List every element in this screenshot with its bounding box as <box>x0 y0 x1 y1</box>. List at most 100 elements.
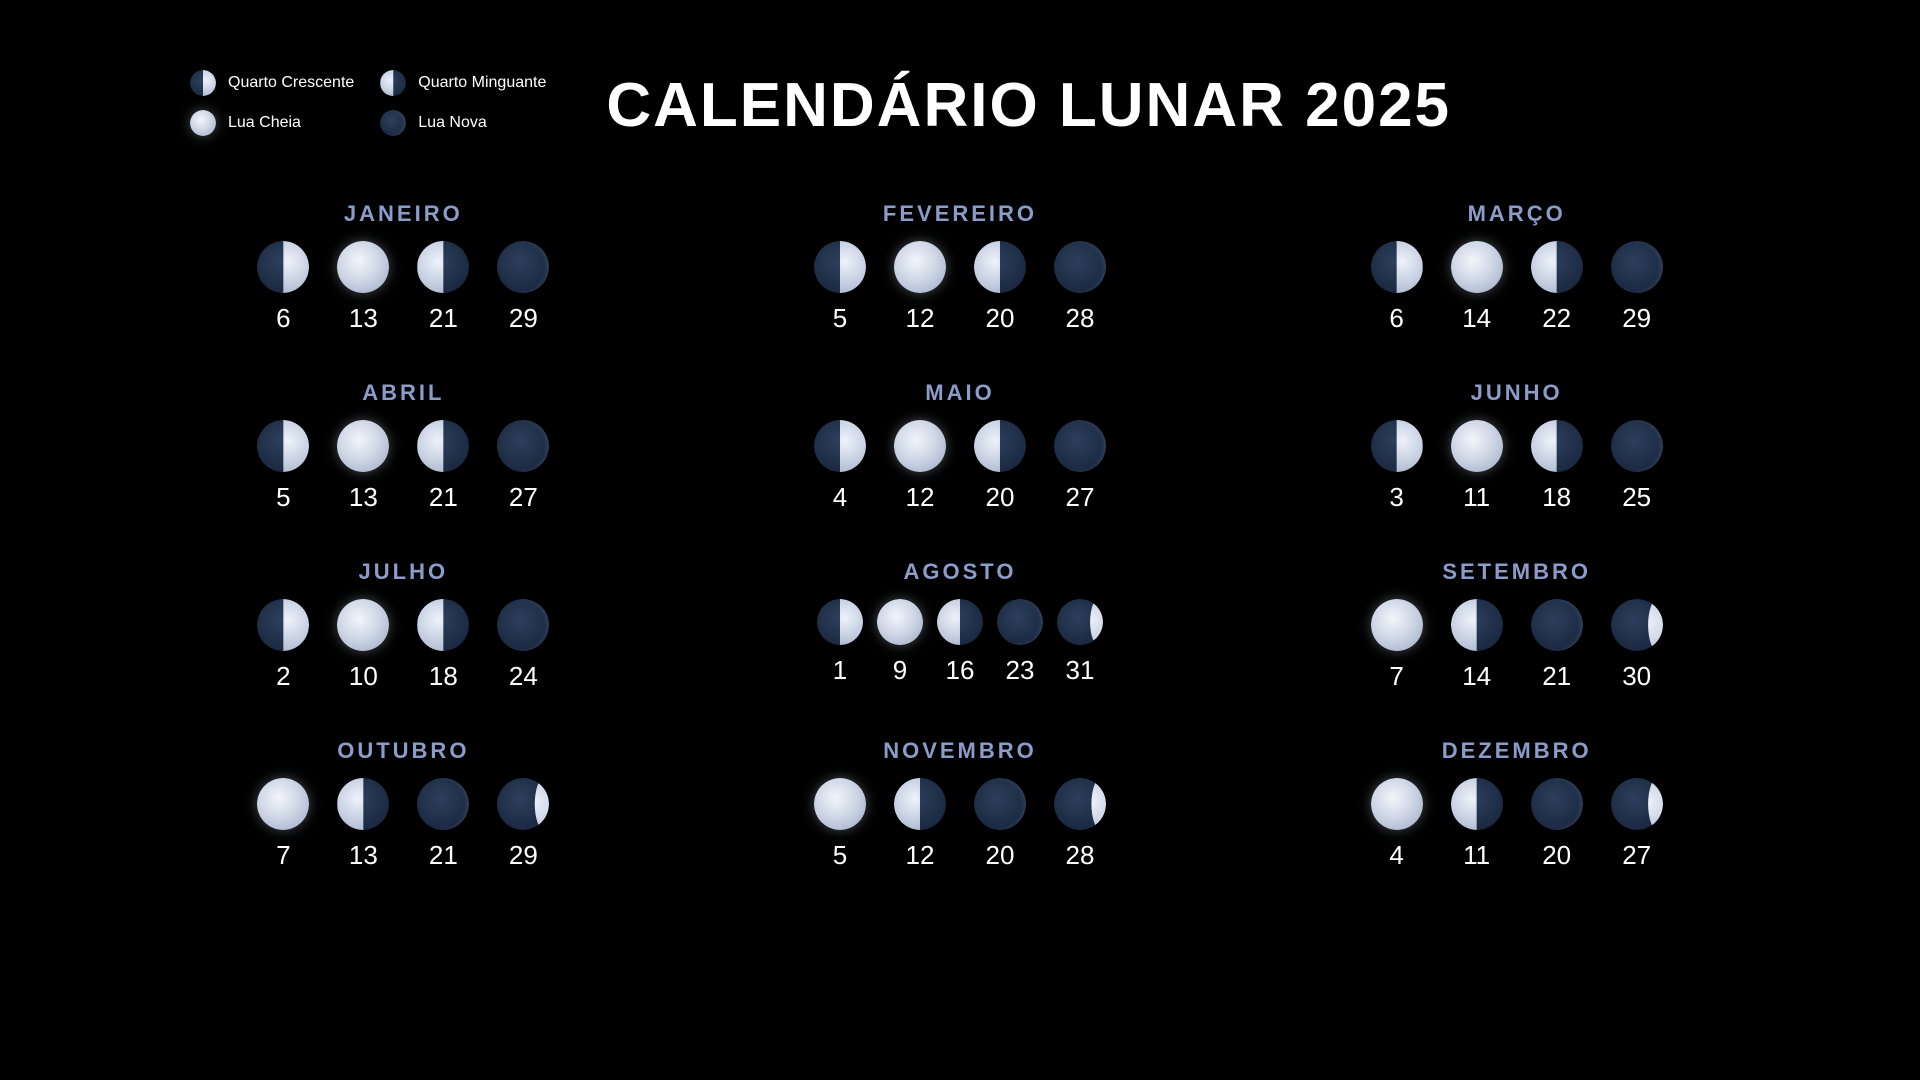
phase-day: 13 <box>349 303 378 334</box>
moon-phase-icon <box>1054 420 1106 472</box>
moon-phase-icon <box>417 599 469 651</box>
phase-day: 5 <box>833 840 847 871</box>
moon-phase-icon <box>257 241 309 293</box>
phase-cell: 5 <box>814 241 866 334</box>
legend-label: Quarto Crescente <box>228 74 354 92</box>
moon-phase-icon <box>877 599 923 645</box>
moon-phase-icon <box>1611 778 1663 830</box>
month-name: JULHO <box>359 559 449 585</box>
phase-cell: 2 <box>257 599 309 692</box>
phase-cell: 3 <box>1371 420 1423 513</box>
moon-phase-icon <box>894 420 946 472</box>
legend-label: Lua Nova <box>418 114 487 132</box>
phase-cell: 21 <box>417 778 469 871</box>
phase-day: 9 <box>893 655 907 686</box>
phase-cell: 28 <box>1054 778 1106 871</box>
phase-cell: 13 <box>337 420 389 513</box>
months-grid: JANEIRO6132129FEVEREIRO5122028MARÇO61422… <box>190 201 1730 871</box>
legend: Quarto Crescente Quarto Minguante Lua Chei… <box>190 70 546 136</box>
phase-day: 6 <box>1389 303 1403 334</box>
month-name: SETEMBRO <box>1442 559 1591 585</box>
month-block: SETEMBRO 7 14 21 30 <box>1371 559 1663 692</box>
phase-day: 5 <box>276 482 290 513</box>
phase-row: 19162331 <box>817 599 1103 686</box>
phase-cell: 14 <box>1451 599 1503 692</box>
phase-cell: 10 <box>337 599 389 692</box>
phase-day: 29 <box>509 303 538 334</box>
legend-label: Lua Cheia <box>228 114 301 132</box>
phase-cell: 12 <box>894 241 946 334</box>
moon-phase-icon <box>814 778 866 830</box>
month-name: FEVEREIRO <box>883 201 1037 227</box>
phase-cell: 9 <box>877 599 923 686</box>
moon-phase-icon <box>1531 420 1583 472</box>
phase-row: 5122028 <box>814 778 1106 871</box>
phase-cell: 21 <box>1531 599 1583 692</box>
phase-row: 6142229 <box>1371 241 1663 334</box>
moon-phase-icon <box>497 778 549 830</box>
moon-phase-icon <box>937 599 983 645</box>
phase-day: 28 <box>1066 303 1095 334</box>
phase-day: 10 <box>349 661 378 692</box>
moon-phase-icon <box>1371 778 1423 830</box>
phase-cell: 20 <box>974 778 1026 871</box>
moon-phase-icon <box>814 420 866 472</box>
month-name: JANEIRO <box>344 201 463 227</box>
phase-cell: 18 <box>417 599 469 692</box>
moon-phase-icon <box>497 420 549 472</box>
phase-day: 11 <box>1463 840 1490 871</box>
moon-phase-icon <box>1611 241 1663 293</box>
month-block: MAIO4122027 <box>814 380 1106 513</box>
moon-phase-icon <box>337 241 389 293</box>
phase-day: 18 <box>1542 482 1571 513</box>
phase-day: 28 <box>1066 840 1095 871</box>
month-name: MARÇO <box>1468 201 1566 227</box>
legend-item: Quarto Minguante <box>380 70 546 96</box>
phase-day: 20 <box>986 303 1015 334</box>
moon-phase-icon <box>894 778 946 830</box>
month-name: NOVEMBRO <box>883 738 1037 764</box>
phase-cell: 5 <box>257 420 309 513</box>
phase-day: 24 <box>509 661 538 692</box>
phase-day: 27 <box>1066 482 1095 513</box>
month-block: AGOSTO 19162331 <box>817 559 1103 692</box>
moon-phase-icon <box>1451 599 1503 651</box>
phase-cell: 14 <box>1451 241 1503 334</box>
month-block: OUTUBRO7132129 <box>257 738 549 871</box>
phase-day: 6 <box>276 303 290 334</box>
phase-day: 3 <box>1389 482 1403 513</box>
phase-cell: 28 <box>1054 241 1106 334</box>
moon-phase-icon <box>1531 599 1583 651</box>
phase-row: 4122027 <box>814 420 1106 513</box>
phase-day: 27 <box>509 482 538 513</box>
phase-cell: 4 <box>1371 778 1423 871</box>
moon-phase-icon <box>1054 241 1106 293</box>
phase-day: 18 <box>429 661 458 692</box>
moon-phase-icon <box>497 599 549 651</box>
phase-day: 30 <box>1622 661 1651 692</box>
phase-day: 27 <box>1622 840 1651 871</box>
moon-phase-icon <box>1057 599 1103 645</box>
moon-phase-icon <box>1054 778 1106 830</box>
month-block: MARÇO6142229 <box>1371 201 1663 334</box>
moon-phase-icon <box>337 778 389 830</box>
phase-cell: 13 <box>337 241 389 334</box>
moon-phase-icon <box>380 70 406 96</box>
phase-row: 5 12 20 28 <box>814 241 1106 334</box>
month-name: AGOSTO <box>904 559 1017 585</box>
moon-phase-icon <box>257 778 309 830</box>
moon-phase-icon <box>1451 241 1503 293</box>
phase-cell: 7 <box>1371 599 1423 692</box>
moon-phase-icon <box>1451 778 1503 830</box>
moon-phase-icon <box>1531 778 1583 830</box>
phase-cell: 31 <box>1057 599 1103 686</box>
phase-day: 21 <box>429 303 458 334</box>
month-block: FEVEREIRO 5 12 20 28 <box>814 201 1106 334</box>
phase-day: 20 <box>986 482 1015 513</box>
phase-row: 7132129 <box>257 778 549 871</box>
moon-phase-icon <box>1371 241 1423 293</box>
moon-phase-icon <box>974 420 1026 472</box>
phase-day: 29 <box>1622 303 1651 334</box>
phase-day: 4 <box>1389 840 1403 871</box>
phase-day: 11 <box>1463 482 1490 513</box>
